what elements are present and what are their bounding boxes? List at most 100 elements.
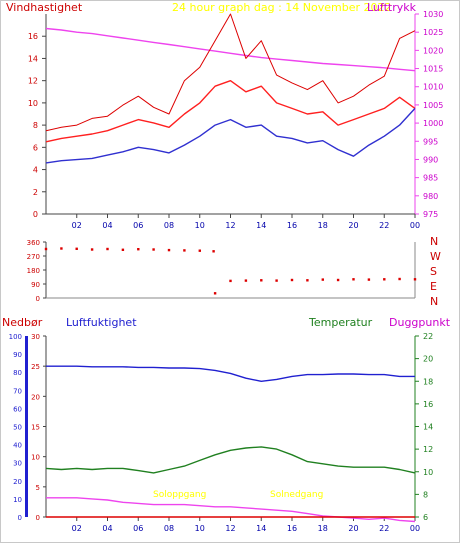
x-tick-label: 16	[287, 524, 297, 533]
direction-point	[152, 248, 155, 251]
rain-label: Nedbør	[2, 316, 43, 329]
wind-y-tick-label: 12	[28, 77, 38, 86]
direction-y-tick-label: 270	[27, 253, 40, 261]
pressure-y-tick-label: 1030	[423, 10, 443, 19]
rain-y-tick-label: 50	[13, 424, 22, 432]
direction-point	[90, 248, 94, 251]
pressure-y-tick-label: 990	[423, 155, 438, 164]
climate-chart: Nedbør Luftfuktighet Temperatur Duggpunk…	[2, 316, 451, 533]
wind-y-tick-label: 2	[33, 188, 38, 197]
dewpoint-line	[46, 497, 416, 523]
rain-y-tick-label: 20	[13, 478, 22, 486]
humidity-y-tick-label: 25	[31, 363, 40, 371]
direction-point	[213, 292, 217, 295]
pressure-line	[45, 27, 416, 72]
x-tick-label: 16	[287, 221, 297, 230]
rain-y-tick-label: 100	[9, 333, 22, 341]
pressure-y-tick-label: 1010	[423, 83, 443, 92]
gust-line	[45, 13, 416, 132]
rain-y-tick-label: 80	[13, 369, 22, 377]
wind-speed-label: Vindhastighet	[6, 1, 83, 14]
compass-label: E	[430, 280, 437, 293]
x-tick-label: 08	[164, 221, 174, 230]
direction-point	[44, 247, 48, 251]
x-tick-label: 00	[410, 221, 420, 230]
direction-point	[383, 278, 386, 281]
x-tick-label: 18	[318, 524, 328, 533]
direction-point	[260, 279, 263, 282]
direction-point	[183, 249, 186, 252]
temperature-y-tick-label: 6	[423, 513, 428, 522]
direction-point	[121, 248, 125, 251]
pressure-y-tick-label: 1005	[423, 101, 443, 110]
sunrise-label: Soloppgang	[153, 490, 206, 500]
humidity-y-tick-label: 0	[36, 514, 40, 522]
x-tick-label: 20	[348, 524, 358, 533]
pressure-label: Lufttrykk	[367, 1, 417, 14]
wind-y-tick-label: 6	[33, 143, 38, 152]
direction-y-tick-label: 180	[27, 267, 40, 275]
x-tick-label: 12	[225, 221, 235, 230]
humidity-y-tick-label: 10	[31, 454, 40, 462]
rain-y-tick-label: 10	[13, 496, 22, 504]
direction-point	[167, 248, 171, 252]
x-tick-label: 14	[256, 524, 266, 533]
rain-axis-bar	[25, 336, 28, 517]
rain-y-tick-label: 60	[13, 405, 22, 413]
direction-point	[75, 247, 78, 250]
temperature-y-tick-label: 12	[423, 445, 433, 454]
pressure-y-tick-label: 975	[423, 210, 438, 219]
compass-label: N	[430, 295, 438, 308]
compass-label: W	[430, 250, 441, 263]
temperature-y-tick-label: 14	[423, 423, 433, 432]
x-tick-label: 06	[133, 524, 143, 533]
sunset-label: Solnedgang	[270, 490, 323, 500]
graph-title: 24 hour graph dag : 14 November 2022	[172, 1, 392, 14]
x-tick-label: 22	[379, 524, 389, 533]
wind-y-tick-label: 16	[28, 32, 38, 41]
wind-speed-line	[45, 79, 416, 143]
x-tick-label: 14	[256, 221, 266, 230]
direction-point	[275, 279, 278, 282]
temperature-y-tick-label: 16	[423, 400, 433, 409]
temperature-label: Temperatur	[308, 316, 373, 329]
direction-point	[306, 279, 309, 282]
avg-wind-line	[45, 107, 416, 164]
x-tick-label: 20	[348, 221, 358, 230]
direction-point	[212, 250, 215, 253]
direction-y-tick-label: 90	[31, 281, 40, 289]
rain-y-tick-label: 70	[13, 387, 22, 395]
compass-label: N	[430, 235, 438, 248]
humidity-line	[46, 365, 415, 382]
direction-point	[321, 278, 324, 281]
rain-y-tick-label: 40	[13, 442, 22, 450]
direction-point	[398, 277, 401, 281]
direction-point	[367, 278, 371, 281]
x-tick-label: 00	[410, 524, 420, 533]
rain-y-tick-label: 30	[13, 460, 22, 468]
compass-label: S	[430, 265, 437, 278]
rain-y-tick-label: 90	[13, 351, 22, 359]
direction-y-tick-label: 360	[27, 239, 40, 247]
pressure-y-tick-label: 1020	[423, 46, 443, 55]
temperature-y-tick-label: 8	[423, 490, 428, 499]
x-tick-label: 04	[102, 524, 112, 533]
x-tick-label: 08	[164, 524, 174, 533]
direction-point	[413, 278, 417, 281]
direction-point	[229, 279, 232, 283]
pressure-y-tick-label: 985	[423, 174, 438, 183]
x-tick-label: 22	[379, 221, 389, 230]
temperature-y-tick-label: 18	[423, 377, 433, 386]
rain-y-tick-label: 0	[18, 514, 22, 522]
pressure-y-tick-label: 1025	[423, 28, 443, 37]
direction-point	[352, 278, 355, 281]
wind-y-tick-label: 10	[28, 99, 38, 108]
x-tick-label: 02	[72, 524, 82, 533]
x-tick-label: 12	[225, 524, 235, 533]
humidity-label: Luftfuktighet	[66, 316, 137, 329]
temperature-y-tick-label: 10	[423, 468, 433, 477]
direction-point	[244, 279, 248, 282]
